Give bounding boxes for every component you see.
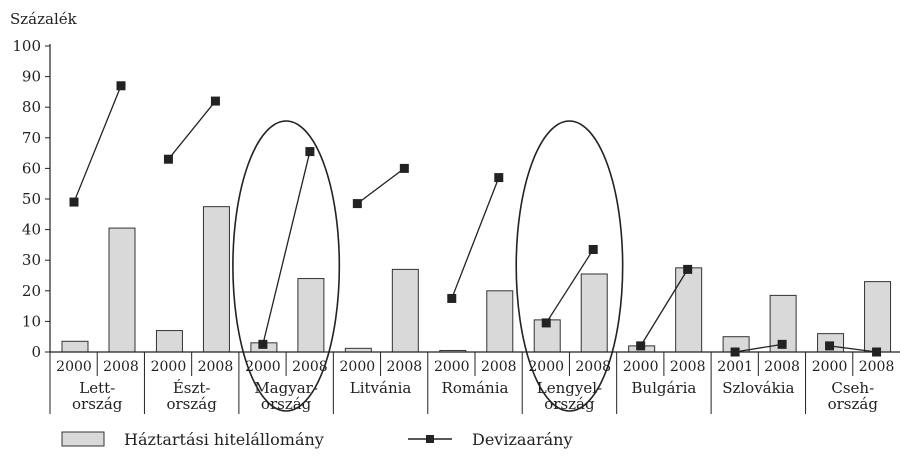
line-point bbox=[494, 173, 504, 183]
bar bbox=[155, 330, 183, 353]
legend-bar-label: Háztartási hitelállomány bbox=[124, 430, 324, 449]
x-year-label: 2000 bbox=[812, 359, 848, 375]
bar bbox=[486, 290, 514, 353]
bar bbox=[675, 267, 703, 353]
line-point bbox=[69, 197, 79, 207]
y-tick-label: 40 bbox=[22, 221, 41, 239]
line-point bbox=[447, 293, 457, 303]
line-point bbox=[825, 341, 835, 351]
x-country-label: Magyar- bbox=[254, 379, 318, 397]
bar bbox=[297, 278, 325, 353]
series-line bbox=[545, 249, 594, 324]
x-year-label: 2008 bbox=[575, 359, 611, 375]
line-point bbox=[352, 199, 362, 209]
y-tick-label: 100 bbox=[12, 37, 41, 55]
x-year-label: 2008 bbox=[670, 359, 706, 375]
line-point bbox=[588, 244, 598, 254]
line-point bbox=[163, 154, 173, 164]
x-year-label: 2008 bbox=[481, 359, 517, 375]
bar bbox=[580, 273, 608, 353]
y-tick-label: 70 bbox=[22, 129, 41, 147]
x-country-label: ország bbox=[72, 395, 123, 413]
x-country-label: Cseh- bbox=[831, 379, 874, 397]
x-country-label: Litvánia bbox=[350, 379, 412, 397]
bar bbox=[864, 281, 892, 353]
x-year-label: 2008 bbox=[292, 359, 328, 375]
line-point bbox=[305, 147, 315, 157]
bar bbox=[61, 340, 89, 353]
x-country-label: Lett- bbox=[79, 379, 115, 397]
x-year-label: 2008 bbox=[387, 359, 423, 375]
series-line bbox=[451, 177, 500, 299]
x-country-label: ország bbox=[166, 395, 217, 413]
x-year-label: 2008 bbox=[859, 359, 895, 375]
highlight-ellipse bbox=[232, 120, 341, 412]
x-year-label: 2000 bbox=[56, 359, 92, 375]
y-tick-label: 30 bbox=[22, 251, 41, 269]
x-year-label: 2008 bbox=[764, 359, 800, 375]
y-tick-label: 80 bbox=[22, 98, 41, 116]
x-country-label: Lengyel- bbox=[537, 379, 602, 397]
x-year-label: 2001 bbox=[717, 359, 753, 375]
legend-bar-swatch bbox=[61, 431, 105, 447]
x-country-label: Bulgária bbox=[631, 379, 696, 397]
line-point bbox=[116, 81, 126, 91]
bar bbox=[202, 206, 230, 353]
x-year-label: 2000 bbox=[245, 359, 281, 375]
x-country-label: Szlovákia bbox=[722, 379, 794, 397]
line-point bbox=[210, 96, 220, 106]
x-country-label: ország bbox=[261, 395, 312, 413]
legend-line-marker bbox=[426, 435, 434, 443]
x-country-label: ország bbox=[828, 395, 879, 413]
x-year-label: 2008 bbox=[103, 359, 139, 375]
bar bbox=[108, 227, 136, 353]
bar bbox=[391, 268, 419, 353]
series-line bbox=[829, 345, 877, 353]
series-line bbox=[167, 100, 216, 160]
line-point bbox=[541, 318, 551, 328]
y-tick-label: 90 bbox=[22, 68, 41, 86]
series-line bbox=[640, 269, 689, 347]
series-line bbox=[73, 85, 122, 203]
line-point bbox=[399, 163, 409, 173]
line-point bbox=[636, 341, 646, 351]
y-tick-label: 10 bbox=[22, 312, 41, 330]
y-tick-label: 20 bbox=[22, 282, 41, 300]
y-tick-label: 50 bbox=[22, 190, 41, 208]
series-line bbox=[735, 343, 783, 353]
x-country-label: Románia bbox=[442, 379, 509, 397]
highlight-ellipse bbox=[515, 120, 624, 412]
x-year-label: 2000 bbox=[434, 359, 470, 375]
x-year-label: 2000 bbox=[528, 359, 564, 375]
x-country-label: ország bbox=[544, 395, 595, 413]
x-country-label: Észt- bbox=[173, 379, 211, 397]
x-year-label: 2000 bbox=[623, 359, 659, 375]
y-tick-label: 0 bbox=[31, 343, 41, 361]
series-line bbox=[356, 167, 405, 205]
x-year-label: 2008 bbox=[198, 359, 234, 375]
line-point bbox=[683, 264, 693, 274]
line-point bbox=[258, 339, 268, 349]
x-year-label: 2000 bbox=[340, 359, 376, 375]
y-axis-label: Százalék bbox=[10, 10, 78, 28]
legend-line-label: Devizaarány bbox=[472, 430, 573, 449]
y-tick-label: 60 bbox=[22, 159, 41, 177]
legend: Háztartási hitelállomány Devizaarány bbox=[61, 430, 573, 449]
series-line bbox=[262, 151, 311, 345]
x-year-label: 2000 bbox=[151, 359, 187, 375]
line-point bbox=[777, 339, 787, 349]
